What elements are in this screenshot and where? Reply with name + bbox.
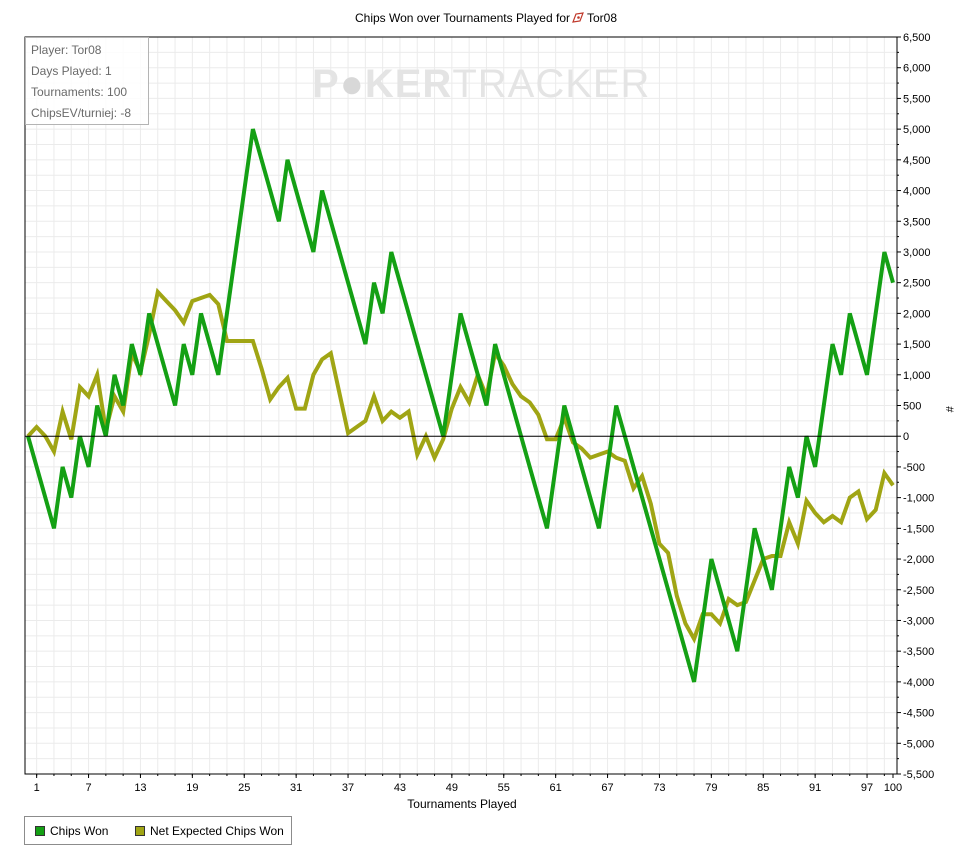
y-tick-label: -4,000	[903, 677, 934, 689]
y-tick-label: -3,500	[903, 646, 934, 658]
x-tick-label: 79	[705, 782, 717, 794]
y-tick-label: -3,000	[903, 615, 934, 627]
y-tick-label: 4,500	[903, 155, 931, 167]
info-days-played: Days Played: 1	[31, 64, 112, 78]
y-tick-label: -2,000	[903, 554, 934, 566]
y-tick-label: 3,500	[903, 216, 931, 228]
y-tick-label: -5,500	[903, 769, 934, 781]
x-tick-label: 37	[342, 782, 354, 794]
legend-label-net-expected: Net Expected Chips Won	[150, 824, 284, 838]
x-axis-label: Tournaments Played	[407, 797, 517, 811]
legend-item-net-expected[interactable]: Net Expected Chips Won	[135, 824, 284, 838]
legend-label-chips-won: Chips Won	[50, 824, 109, 838]
y-tick-label: -500	[903, 462, 925, 474]
y-tick-label: 6,500	[903, 32, 931, 44]
info-player: Player: Tor08	[31, 43, 102, 57]
y-tick-label: 500	[903, 401, 921, 413]
y-tick-label: -2,500	[903, 585, 934, 597]
series-line-net-expected	[26, 287, 895, 644]
pokertracker-watermark: P●KERTRACKER	[312, 62, 651, 106]
y-tick-label: 2,500	[903, 278, 931, 290]
series-line-chips-won	[26, 128, 895, 683]
info-box: Player: Tor08 Days Played: 1 Tournaments…	[25, 37, 149, 125]
chart-title-player: Tor08	[586, 11, 618, 25]
x-tick-label: 13	[134, 782, 146, 794]
x-tick-label: 25	[238, 782, 250, 794]
x-tick-label: 73	[653, 782, 665, 794]
x-tick-label: 49	[446, 782, 458, 794]
info-tournaments: Tournaments: 100	[31, 85, 128, 99]
axes: 6,500 6,000 5,500 5,000 4,500 4,000 3,500 3,000…	[24, 32, 955, 794]
grid-lines	[25, 36, 897, 775]
x-tick-label: 67	[601, 782, 613, 794]
x-tick-label: 7	[85, 782, 91, 794]
y-tick-label: 5,500	[903, 93, 931, 105]
x-tick-label: 1	[34, 782, 40, 794]
x-tick-label: 61	[550, 782, 562, 794]
chart-title: Chips Won over Tournaments Played for Tor…	[0, 11, 972, 25]
x-tick-label: 19	[186, 782, 198, 794]
y-tick-label: 6,000	[903, 63, 931, 75]
x-tick-label: 91	[809, 782, 821, 794]
y-tick-label: 1,500	[903, 339, 931, 351]
y-tick-label: 3,000	[903, 247, 931, 259]
chart-title-prefix: Chips Won over Tournaments Played for	[354, 11, 570, 25]
info-chipsev: ChipsEV/turniej: -8	[31, 106, 132, 120]
x-tick-label: 43	[394, 782, 406, 794]
y-tick-label: -1,000	[903, 493, 934, 505]
y-tick-label: 1,000	[903, 370, 931, 382]
legend-swatch-chips-won	[35, 826, 45, 836]
y-tick-label: 0	[903, 431, 909, 443]
x-tick-label: 85	[757, 782, 769, 794]
y-axis-label: #	[943, 406, 955, 413]
y-tick-label: -1,500	[903, 523, 934, 535]
y-tick-label: 5,000	[903, 124, 931, 136]
series-lines	[26, 128, 895, 683]
legend: Chips Won Net Expected Chips Won	[24, 816, 292, 845]
x-tick-label: 55	[498, 782, 510, 794]
legend-swatch-net-expected	[135, 826, 145, 836]
y-tick-label: -5,000	[903, 738, 934, 750]
x-tick-label: 100	[884, 782, 902, 794]
y-tick-label: -4,500	[903, 708, 934, 720]
y-tick-label: 2,000	[903, 308, 931, 320]
y-tick-label: 4,000	[903, 186, 931, 198]
legend-item-chips-won[interactable]: Chips Won	[35, 824, 108, 838]
x-tick-label: 97	[861, 782, 873, 794]
player-icon	[572, 12, 584, 23]
x-tick-label: 31	[290, 782, 302, 794]
